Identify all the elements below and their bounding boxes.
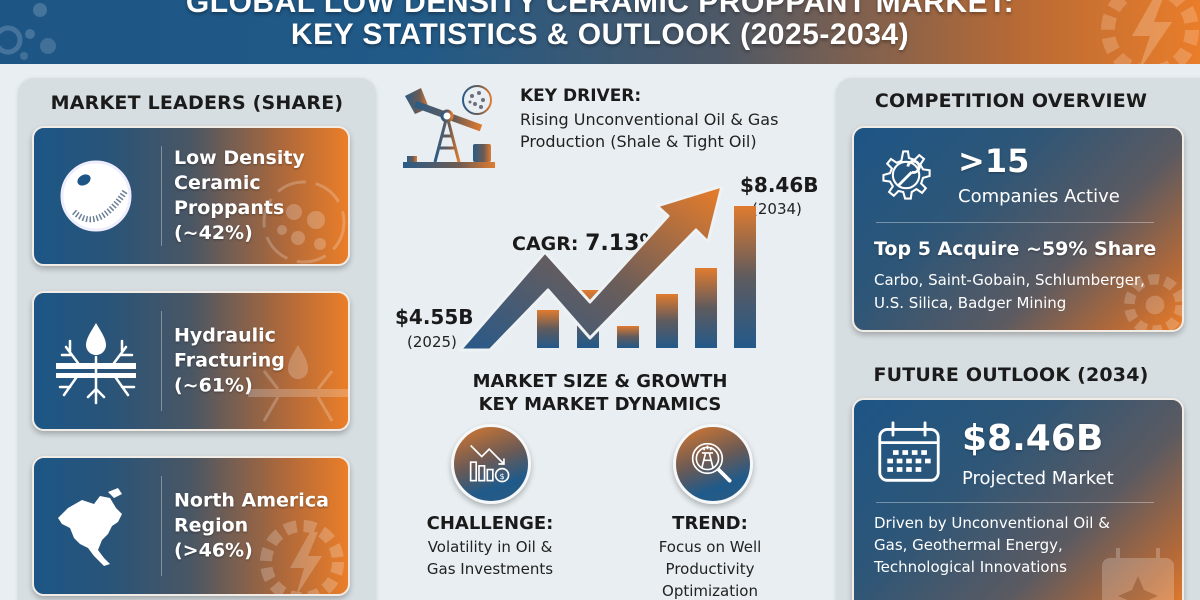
page-title-line2: KEY STATISTICS & OUTLOOK (2025-2034)	[290, 18, 910, 51]
magnifier-oil-rig-icon	[691, 442, 732, 483]
trend-label: TREND:	[672, 513, 748, 534]
outlook-line3: Technological Innovations	[874, 558, 1067, 576]
end-year: (2034)	[752, 200, 802, 218]
trend-icon-badge	[673, 424, 753, 504]
card-divider	[161, 311, 162, 411]
page-title-line1: GLOBAL LOW DENSITY CERAMIC PROPPANT MARK…	[185, 0, 1015, 19]
header-banner: GLOBAL LOW DENSITY CERAMIC PROPPANT MARK…	[0, 0, 1200, 64]
leader-card-ceramic-proppants: Low Density Ceramic Proppants (~42%)	[32, 126, 350, 266]
outlook-line2: Gas, Geothermal Energy,	[874, 536, 1063, 554]
leader-text: Low Density Ceramic Proppants (~42%)	[174, 147, 305, 244]
gear-wrench-icon	[882, 150, 931, 200]
challenge-line2: Gas Investments	[426, 560, 554, 578]
trend-line2: Productivity	[665, 560, 755, 578]
outlook-card: $8.46B Projected Market Driven by Unconv…	[852, 398, 1184, 600]
leader-card-hydraulic-fracturing: Hydraulic Fracturing (~61%)	[32, 291, 350, 431]
bubbles-decoration-icon	[0, 3, 56, 60]
companies-line1: Carbo, Saint-Gobain, Schlumberger,	[874, 271, 1145, 289]
gear-lightning-decoration-icon	[1101, 0, 1199, 64]
key-driver-label: KEY DRIVER:	[520, 86, 642, 106]
outlook-line1: Driven by Unconventional Oil &	[874, 514, 1110, 532]
companies-count: >15	[958, 142, 1030, 180]
start-year: (2025)	[407, 333, 457, 351]
top5-share: Top 5 Acquire ~59% Share	[874, 238, 1157, 260]
card-divider	[161, 146, 162, 246]
svg-text:$: $	[499, 471, 504, 481]
end-value: $8.46B	[740, 173, 819, 197]
leader-card-north-america: North America Region (>46%)	[32, 456, 350, 596]
oil-pump-jack-icon	[403, 85, 495, 168]
leader-text: Hydraulic Fracturing (~61%)	[174, 324, 285, 397]
challenge-line1: Volatility in Oil &	[427, 538, 553, 556]
gear-lightning-watermark-icon	[260, 520, 344, 594]
challenge-label: CHALLENGE:	[426, 513, 554, 534]
leader-text: North America Region (>46%)	[174, 489, 329, 562]
growth-arrow-bar-chart	[458, 186, 763, 352]
chart-caption-line1: MARKET SIZE & GROWTH	[472, 371, 728, 392]
calendar-icon	[878, 421, 940, 482]
outlook-title: FUTURE OUTLOOK (2034)	[873, 364, 1149, 386]
competition-card: >15 Companies Active Top 5 Acquire ~59% …	[852, 126, 1184, 332]
declining-chart-dollar-icon: $	[469, 444, 510, 483]
companies-line2: U.S. Silica, Badger Mining	[874, 294, 1067, 312]
trend-line1: Focus on Well	[658, 538, 762, 556]
proppant-particles-watermark-icon	[262, 180, 346, 264]
gear-watermark-icon	[1124, 274, 1182, 330]
ceramic-ball-icon	[60, 160, 132, 232]
key-driver-line1: Rising Unconventional Oil & Gas	[520, 110, 779, 129]
market-leaders-title: MARKET LEADERS (SHARE)	[50, 92, 344, 114]
chart-caption-line2: KEY MARKET DYNAMICS	[478, 394, 722, 415]
key-driver-line2: Production (Shale & Tight Oil)	[520, 132, 757, 151]
fracturing-watermark-icon	[248, 345, 348, 422]
competition-title: COMPETITION OVERVIEW	[874, 90, 1148, 112]
card-divider	[161, 476, 162, 576]
calendar-star-watermark-icon	[1102, 548, 1174, 600]
challenge-icon-badge: $	[451, 424, 531, 504]
trend-line3: Optimization	[662, 582, 758, 600]
start-value: $4.55B	[395, 305, 474, 329]
hydraulic-fracturing-icon	[56, 323, 136, 405]
projected-value-label: Projected Market	[962, 468, 1114, 489]
projected-value: $8.46B	[962, 418, 1104, 459]
card-divider	[876, 222, 1154, 223]
card-divider	[876, 502, 1154, 503]
north-america-map-icon	[58, 488, 122, 566]
companies-count-label: Companies Active	[958, 186, 1120, 207]
